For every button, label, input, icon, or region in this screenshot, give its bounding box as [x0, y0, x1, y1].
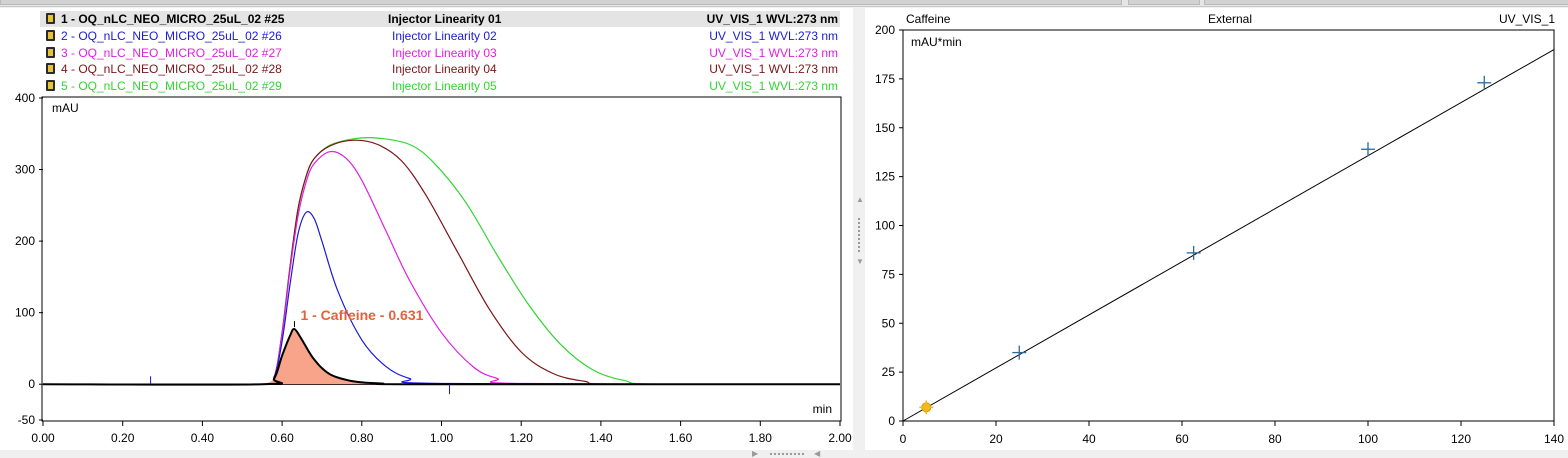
x-tick-label: 0.00 [31, 431, 55, 445]
sample-icon [46, 13, 55, 24]
calibration-fit-line [902, 49, 1555, 422]
legend-row-2[interactable]: 2 - OQ_nLC_NEO_MICRO_25uL_02 #26 Injecto… [40, 28, 840, 44]
legend-channel: UV_VIS_1 WVL:273 nm [709, 62, 838, 76]
calibration-plot-area [902, 29, 1555, 422]
sample-icon [46, 47, 55, 58]
y-tick-label: 25 [882, 365, 896, 379]
legend-sample-name: 3 - OQ_nLC_NEO_MICRO_25uL_02 #27 [61, 46, 282, 60]
y-axis-ticks: -50 0 100 200 300 400 [15, 91, 43, 427]
legend-injection-name: Injector Linearity 04 [392, 62, 497, 76]
x-tick-label: 20 [989, 432, 1003, 446]
y-tick-label: 100 [875, 219, 895, 233]
x-tick-label: 0 [900, 432, 907, 446]
y-tick-label: 200 [15, 234, 35, 248]
calibration-compound-name: Caffeine [906, 12, 951, 26]
calibration-points [919, 75, 1492, 415]
x-tick-label: 80 [1268, 432, 1282, 446]
legend-channel: UV_VIS_1 WVL:273 nm [706, 12, 838, 26]
legend-injection-name: Injector Linearity 01 [388, 12, 502, 26]
legend-sample-name: 5 - OQ_nLC_NEO_MICRO_25uL_02 #29 [61, 79, 282, 93]
legend-sample-name: 2 - OQ_nLC_NEO_MICRO_25uL_02 #26 [61, 29, 282, 43]
legend-row-5[interactable]: 5 - OQ_nLC_NEO_MICRO_25uL_02 #29 Injecto… [40, 78, 840, 94]
sample-icon [46, 80, 55, 91]
legend-row-1[interactable]: 1 - OQ_nLC_NEO_MICRO_25uL_02 #25 Injecto… [40, 11, 840, 27]
x-tick-label: 1.40 [589, 431, 613, 445]
x-tick-label: 0.20 [111, 431, 135, 445]
y-tick-label: 400 [15, 91, 35, 105]
vertical-splitter[interactable]: ▲ ▼ [853, 8, 865, 450]
y-tick-label: 200 [875, 23, 895, 37]
splitter-left-arrow[interactable]: ▶ [752, 449, 759, 458]
legend-channel: UV_VIS_1 WVL:273 nm [709, 29, 838, 43]
splitter-right-arrow[interactable]: ◀ [814, 449, 821, 458]
calibration-point [1477, 75, 1492, 90]
integration-markers [150, 376, 450, 395]
x-tick-label: 140 [1544, 432, 1564, 446]
x-tick-label: 1.60 [669, 431, 693, 445]
horizontal-splitter[interactable]: ▶ ◀ [0, 450, 1568, 458]
y-axis-unit-label: mAU [52, 101, 79, 115]
calibration-pane[interactable]: Caffeine External UV_VIS_1 0 25 50 75 100 125… [865, 8, 1568, 450]
chromatogram-traces [42, 136, 841, 386]
x-tick-label: 120 [1451, 432, 1471, 446]
current-sample-point [919, 400, 934, 415]
y-axis-unit-label: mAU*min [911, 35, 962, 49]
y-tick-label: 0 [28, 377, 35, 391]
top-toolbar-strip [0, 0, 1568, 7]
calibration-type: External [1208, 12, 1252, 26]
splitter-grip-icon[interactable] [770, 453, 806, 455]
y-tick-label: 300 [15, 163, 35, 177]
x-axis-ticks: 0 20 40 60 80 100 120 140 [900, 421, 1564, 446]
splitter-down-arrow[interactable]: ▼ [856, 257, 864, 266]
y-tick-label: 125 [875, 170, 895, 184]
legend-channel: UV_VIS_1 WVL:273 nm [709, 46, 838, 60]
peak-label: 1 - Caffeine - 0.631 [300, 307, 423, 323]
sample-icon [46, 30, 55, 41]
calibration-point [1361, 142, 1375, 157]
legend-injection-name: Injector Linearity 03 [392, 46, 497, 60]
chromatogram-pane[interactable]: 1 - OQ_nLC_NEO_MICRO_25uL_02 #25 Injecto… [0, 8, 853, 450]
legend-row-3[interactable]: 3 - OQ_nLC_NEO_MICRO_25uL_02 #27 Injecto… [40, 45, 840, 61]
y-tick-label: 150 [875, 121, 895, 135]
x-tick-label: 0.40 [191, 431, 215, 445]
x-tick-label: 0.60 [270, 431, 294, 445]
splitter-grip-icon[interactable] [858, 218, 860, 254]
y-tick-label: 75 [882, 267, 896, 281]
y-tick-label: 175 [875, 72, 895, 86]
x-axis-unit-label: min [813, 402, 832, 416]
legend-channel: UV_VIS_1 WVL:273 nm [709, 79, 838, 93]
x-tick-label: 1.20 [510, 431, 534, 445]
x-tick-label: 2.00 [828, 431, 852, 445]
toolbar-segment [1128, 0, 1200, 5]
sample-icon [46, 63, 55, 74]
toolbar-segment [1204, 0, 1568, 5]
y-tick-label: 50 [882, 316, 896, 330]
legend-sample-name: 4 - OQ_nLC_NEO_MICRO_25uL_02 #28 [61, 62, 282, 76]
legend-injection-name: Injector Linearity 05 [392, 79, 497, 93]
calibration-point [1186, 245, 1201, 260]
x-tick-label: 60 [1175, 432, 1189, 446]
legend-row-4[interactable]: 4 - OQ_nLC_NEO_MICRO_25uL_02 #28 Injecto… [40, 61, 840, 77]
y-tick-label: 0 [888, 414, 895, 428]
trace-injection-01 [42, 328, 841, 386]
calibration-point [1012, 345, 1027, 360]
calibration-chart[interactable]: Caffeine External UV_VIS_1 0 25 50 75 100 125… [865, 8, 1568, 450]
x-tick-label: 1.80 [749, 431, 773, 445]
peak-area-fill [262, 328, 422, 385]
chromatogram-chart[interactable]: -50 0 100 200 300 400 0.00 0.20 0.40 0.60 0.80 1.0… [0, 8, 853, 450]
y-tick-label: -50 [18, 413, 36, 427]
legend-sample-name: 1 - OQ_nLC_NEO_MICRO_25uL_02 #25 [61, 12, 285, 26]
x-tick-label: 0.80 [350, 431, 374, 445]
splitter-up-arrow[interactable]: ▲ [856, 195, 864, 204]
x-tick-label: 40 [1082, 432, 1096, 446]
y-tick-label: 100 [15, 306, 35, 320]
y-axis-ticks: 0 25 50 75 100 125 150 175 200 [875, 23, 903, 428]
chromatogram-plot-area [41, 96, 842, 422]
calibration-channel: UV_VIS_1 [1499, 12, 1555, 26]
x-tick-label: 1.00 [430, 431, 454, 445]
toolbar-segment [0, 0, 1122, 5]
x-axis-ticks: 0.00 0.20 0.40 0.60 0.80 1.00 1.20 1.40 1.60 1.80… [31, 421, 852, 445]
legend-injection-name: Injector Linearity 02 [392, 29, 497, 43]
x-tick-label: 100 [1358, 432, 1378, 446]
